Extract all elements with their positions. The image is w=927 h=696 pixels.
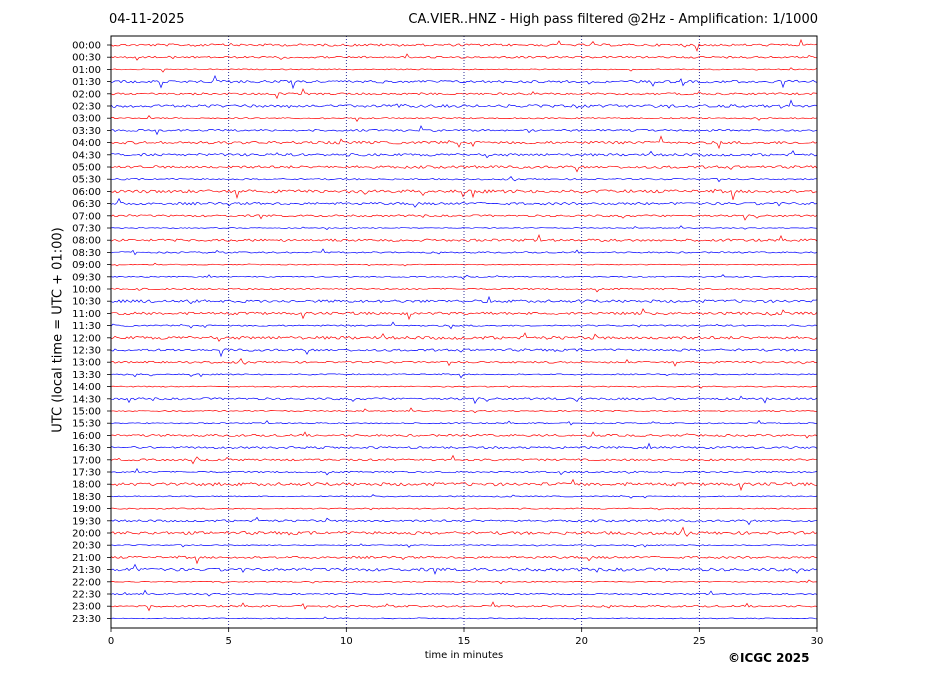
row-time-label: 18:00: [72, 480, 101, 491]
row-time-label: 09:00: [72, 260, 101, 271]
row-time-label: 22:00: [72, 577, 101, 588]
row-time-label: 04:00: [72, 138, 101, 149]
trace-row: [110, 308, 818, 321]
trace-row: [110, 165, 818, 173]
row-time-label: 01:30: [72, 77, 101, 88]
x-tick-label: 5: [225, 636, 231, 647]
trace-row: [110, 150, 818, 159]
trace-row: [110, 467, 818, 476]
trace-row: [110, 454, 817, 465]
row-time-label: 12:00: [72, 333, 101, 344]
trace-row: [110, 287, 818, 293]
trace-row: [110, 478, 817, 492]
trace-row: [110, 407, 818, 414]
row-time-label: 21:00: [72, 553, 101, 564]
row-time-label: 14:00: [72, 382, 101, 393]
trace-row: [110, 38, 818, 52]
row-time-label: 00:00: [72, 41, 101, 52]
row-time-label: 12:30: [72, 346, 101, 357]
row-time-label: 16:30: [72, 443, 101, 454]
row-time-label: 20:00: [72, 529, 101, 540]
x-tick-label: 10: [340, 636, 353, 647]
x-tick-label: 25: [693, 636, 706, 647]
x-tick-label: 0: [108, 636, 114, 647]
trace-row: [110, 507, 818, 511]
row-time-label: 06:00: [72, 187, 101, 198]
row-time-label: 11:30: [72, 321, 101, 332]
trace-row: [110, 589, 818, 597]
row-time-label: 14:30: [72, 394, 101, 405]
row-time-label: 13:30: [72, 370, 101, 381]
x-tick-label: 15: [458, 636, 471, 647]
row-time-label: 02:00: [72, 89, 101, 100]
row-time-label: 23:00: [72, 602, 101, 613]
trace-row: [110, 419, 818, 426]
row-time-label: 16:00: [72, 431, 101, 442]
trace-row: [110, 431, 818, 439]
row-time-label: 08:30: [72, 248, 101, 259]
row-time-label: 03:30: [72, 126, 101, 137]
row-time-label: 04:30: [72, 150, 101, 161]
trace-row: [110, 88, 818, 100]
trace-row: [110, 74, 818, 90]
trace-row: [110, 321, 818, 330]
row-time-label: 06:30: [72, 199, 101, 210]
row-time-label: 15:30: [72, 419, 101, 430]
row-time-label: 18:30: [72, 492, 101, 503]
row-time-label: 15:00: [72, 407, 101, 418]
x-tick-label: 30: [811, 636, 824, 647]
row-time-label: 20:30: [72, 541, 101, 552]
trace-row: [110, 385, 818, 389]
row-time-label: 22:30: [72, 590, 101, 601]
trace-row: [110, 135, 818, 150]
row-time-label: 21:30: [72, 565, 101, 576]
trace-row: [110, 373, 818, 379]
row-time-label: 10:30: [72, 297, 101, 308]
row-time-label: 01:00: [72, 65, 101, 76]
plot-title: CA.VIER..HNZ - High pass filtered @2Hz -…: [408, 12, 818, 27]
trace-row: [110, 395, 818, 405]
row-time-label: 13:00: [72, 358, 101, 369]
trace-row: [110, 555, 818, 565]
trace-row: [110, 358, 818, 367]
row-time-label: 19:30: [72, 516, 101, 527]
row-time-label: 07:30: [72, 224, 101, 235]
x-tick-label: 20: [575, 636, 588, 647]
trace-row: [110, 115, 818, 122]
row-time-label: 09:30: [72, 272, 101, 283]
row-time-label: 03:00: [72, 114, 101, 125]
trace-row: [110, 526, 818, 537]
trace-row: [110, 563, 818, 575]
copyright-notice: ©ICGC 2025: [728, 651, 810, 665]
row-time-label: 05:30: [72, 175, 101, 186]
trace-row: [110, 494, 818, 499]
row-time-label: 17:00: [72, 455, 101, 466]
trace-row: [110, 214, 818, 221]
trace-row: [110, 175, 818, 183]
trace-row: [110, 516, 818, 526]
trace-row: [110, 125, 818, 136]
trace-row: [110, 543, 818, 548]
row-time-label: 07:00: [72, 211, 101, 222]
row-time-label: 10:00: [72, 285, 101, 296]
plot-date: 04-11-2025: [109, 12, 185, 27]
trace-row: [110, 348, 818, 358]
row-time-label: 11:00: [72, 309, 101, 320]
trace-row: [110, 579, 818, 585]
trace-row: [110, 197, 818, 208]
row-time-label: 02:30: [72, 102, 101, 113]
plot-frame: [110, 35, 818, 629]
x-axis-label: time in minutes: [424, 650, 504, 661]
row-time-label: 23:30: [72, 614, 101, 625]
trace-row: [110, 53, 818, 61]
row-time-label: 08:00: [72, 236, 101, 247]
trace-row: [110, 233, 818, 243]
row-time-label: 00:30: [72, 53, 101, 64]
row-time-label: 05:00: [72, 163, 101, 174]
row-time-label: 19:00: [72, 504, 101, 515]
trace-row: [110, 99, 818, 109]
row-time-label: 17:30: [72, 468, 101, 479]
